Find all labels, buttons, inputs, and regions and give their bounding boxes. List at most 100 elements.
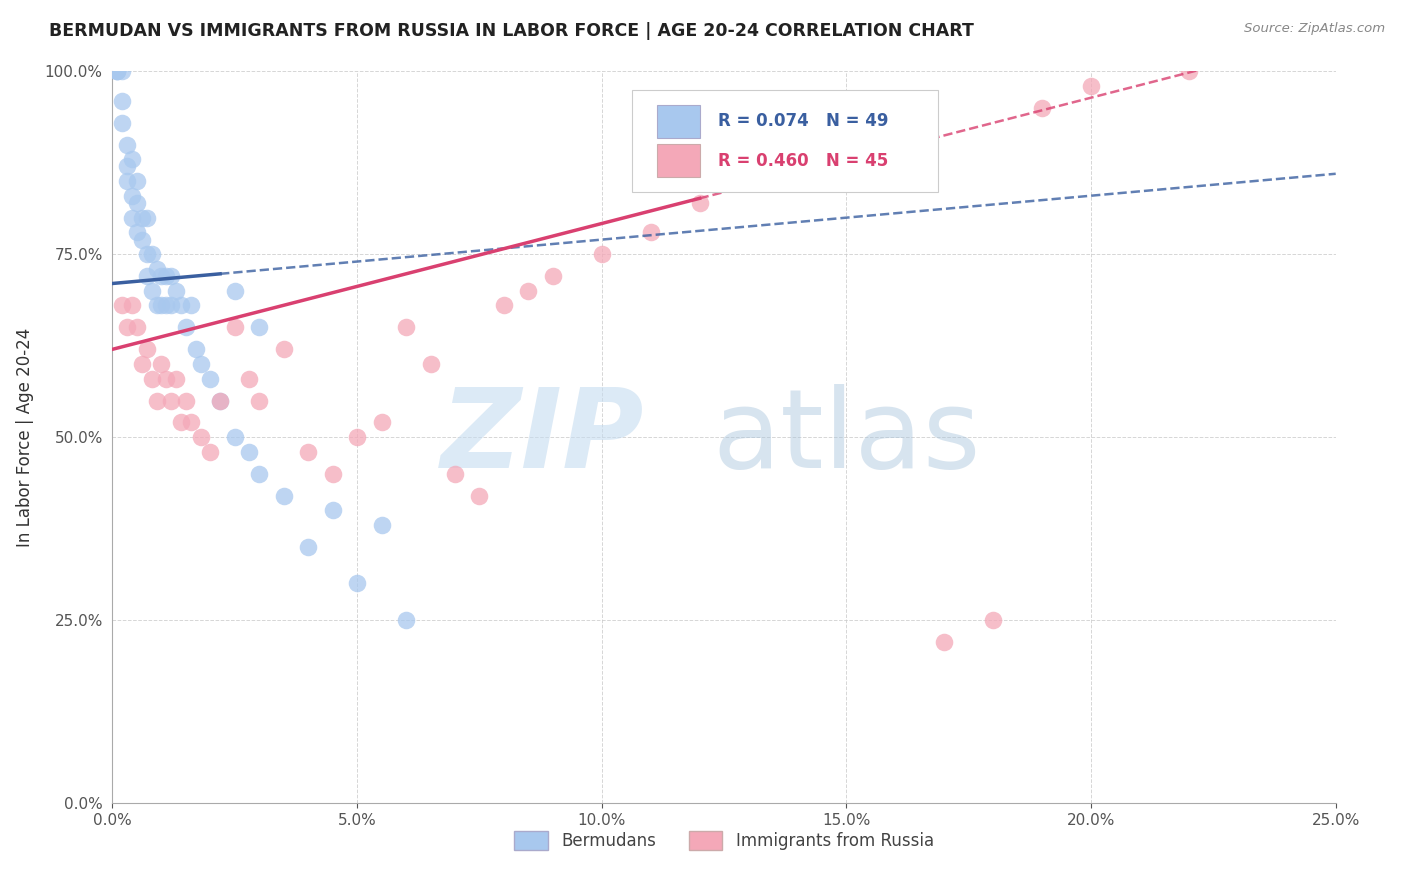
Point <box>591 247 613 261</box>
Point <box>131 357 153 371</box>
Point <box>370 517 392 532</box>
Point <box>150 269 173 284</box>
Point <box>395 613 418 627</box>
Point <box>419 357 441 371</box>
FancyBboxPatch shape <box>657 104 700 137</box>
Point <box>105 64 128 78</box>
Point <box>1031 101 1053 115</box>
Point <box>111 115 134 129</box>
Point <box>145 298 167 312</box>
Point <box>135 269 157 284</box>
Point <box>247 320 270 334</box>
Legend: Bermudans, Immigrants from Russia: Bermudans, Immigrants from Russia <box>508 824 941 856</box>
Point <box>640 225 662 239</box>
Point <box>111 94 134 108</box>
Point <box>125 196 148 211</box>
Point <box>131 211 153 225</box>
Point <box>297 444 319 458</box>
Point <box>111 64 134 78</box>
Point <box>135 247 157 261</box>
Point <box>184 343 207 357</box>
Point <box>200 371 222 385</box>
Point <box>346 576 368 591</box>
Point <box>135 211 157 225</box>
Point <box>170 416 193 430</box>
Point <box>395 320 418 334</box>
Text: ZIP: ZIP <box>441 384 644 491</box>
Point <box>180 416 202 430</box>
Point <box>160 298 183 312</box>
Point <box>190 357 212 371</box>
Point <box>121 211 143 225</box>
Point <box>224 320 246 334</box>
Point <box>165 284 187 298</box>
Point <box>444 467 467 481</box>
Point <box>322 467 344 481</box>
Point <box>190 430 212 444</box>
Point <box>689 196 711 211</box>
Point <box>174 393 197 408</box>
Text: Source: ZipAtlas.com: Source: ZipAtlas.com <box>1244 22 1385 36</box>
Point <box>155 371 177 385</box>
Point <box>238 444 260 458</box>
Point <box>105 64 128 78</box>
Point <box>125 320 148 334</box>
Point <box>492 298 515 312</box>
Point <box>150 357 173 371</box>
Point <box>737 174 759 188</box>
Point <box>174 320 197 334</box>
Point <box>468 489 491 503</box>
Text: atlas: atlas <box>713 384 980 491</box>
Point <box>346 430 368 444</box>
Point <box>141 247 163 261</box>
Point <box>165 371 187 385</box>
Point <box>273 343 295 357</box>
Point <box>541 269 564 284</box>
Point <box>981 613 1004 627</box>
Point <box>105 64 128 78</box>
Point <box>1178 64 1201 78</box>
Point <box>322 503 344 517</box>
Point <box>121 188 143 202</box>
Point <box>247 393 270 408</box>
Point <box>224 430 246 444</box>
Point <box>131 233 153 247</box>
Point <box>238 371 260 385</box>
Point <box>145 261 167 276</box>
Y-axis label: In Labor Force | Age 20-24: In Labor Force | Age 20-24 <box>15 327 34 547</box>
Point <box>111 298 134 312</box>
Point <box>115 137 138 152</box>
Point <box>155 298 177 312</box>
Point <box>160 269 183 284</box>
Point <box>115 320 138 334</box>
Point <box>370 416 392 430</box>
Point <box>125 174 148 188</box>
Point <box>209 393 232 408</box>
FancyBboxPatch shape <box>633 90 938 192</box>
Point <box>141 371 163 385</box>
Point <box>135 343 157 357</box>
Point <box>121 152 143 166</box>
Point <box>884 123 907 137</box>
FancyBboxPatch shape <box>657 145 700 177</box>
Point <box>180 298 202 312</box>
Point <box>786 152 808 166</box>
Text: R = 0.460   N = 45: R = 0.460 N = 45 <box>718 152 889 169</box>
Point <box>247 467 270 481</box>
Point <box>297 540 319 554</box>
Point <box>224 284 246 298</box>
Point <box>141 284 163 298</box>
Point <box>209 393 232 408</box>
Point <box>125 225 148 239</box>
Point <box>160 393 183 408</box>
Text: BERMUDAN VS IMMIGRANTS FROM RUSSIA IN LABOR FORCE | AGE 20-24 CORRELATION CHART: BERMUDAN VS IMMIGRANTS FROM RUSSIA IN LA… <box>49 22 974 40</box>
Point <box>517 284 540 298</box>
Point <box>115 160 138 174</box>
Point <box>121 298 143 312</box>
Point <box>170 298 193 312</box>
Point <box>200 444 222 458</box>
Point <box>934 635 956 649</box>
Point <box>145 393 167 408</box>
Text: R = 0.074   N = 49: R = 0.074 N = 49 <box>718 112 889 130</box>
Point <box>155 269 177 284</box>
